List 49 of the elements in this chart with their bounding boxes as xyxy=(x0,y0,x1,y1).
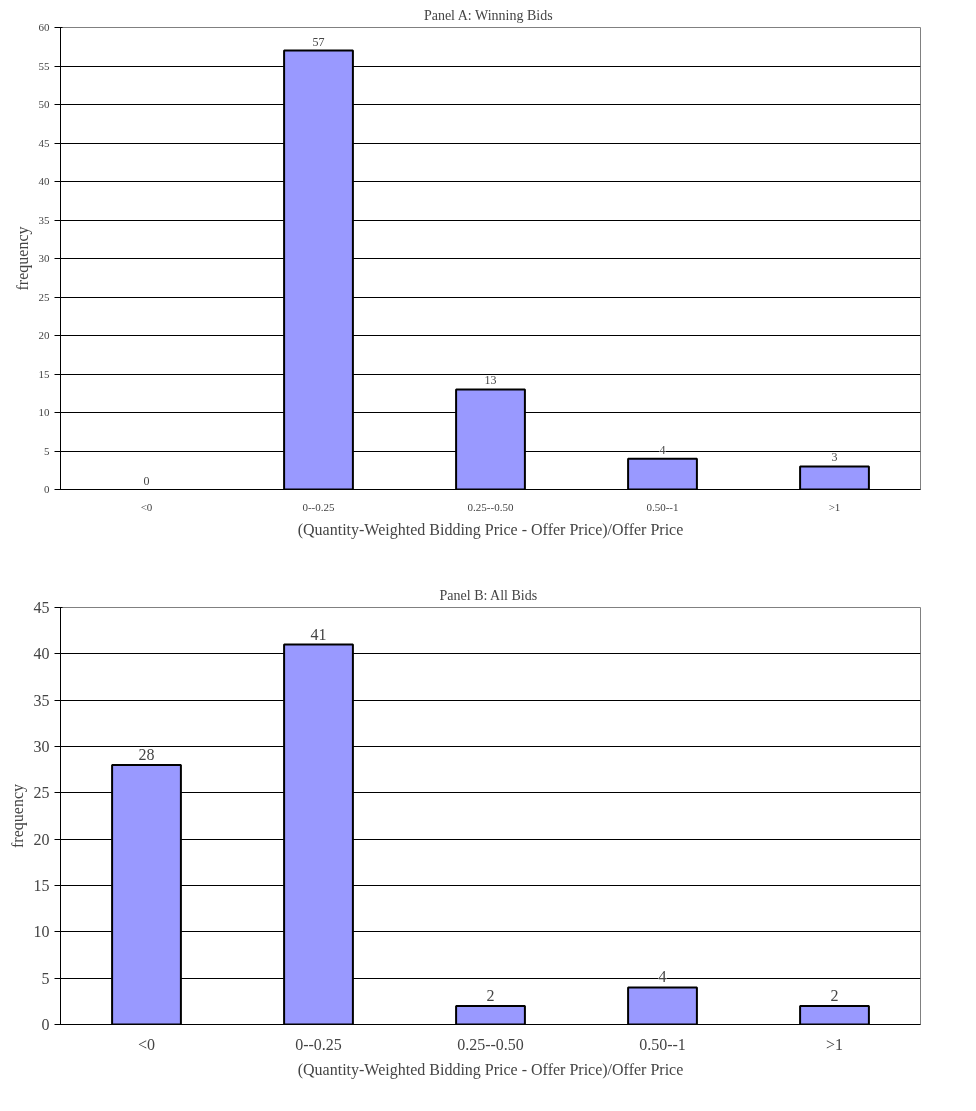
chart-title: Panel A: Winning Bids xyxy=(423,7,553,23)
data-label: 57 xyxy=(312,34,325,49)
data-label: 28 xyxy=(138,746,155,764)
data-label: 2 xyxy=(486,986,495,1004)
y-tick-label: 0 xyxy=(44,483,50,495)
y-tick-label: 10 xyxy=(33,923,50,941)
y-tick-label: 40 xyxy=(38,175,50,187)
x-tick-label: 0--0.25 xyxy=(302,500,336,513)
data-label: 3 xyxy=(831,450,838,465)
y-tick-label: 55 xyxy=(38,59,50,72)
x-axis-title: (Quantity-Weighted Bidding Price - Offer Price)/Offer Price xyxy=(297,1060,684,1079)
x-tick-label: <0 xyxy=(137,1035,156,1053)
x-axis-title: (Quantity-Weighted Bidding Price - Offer Price)/Offer Price xyxy=(297,520,684,539)
y-tick-label: 45 xyxy=(38,136,50,149)
y-tick-label: 20 xyxy=(38,329,50,341)
x-tick-label: >1 xyxy=(828,500,841,513)
y-tick-label: 60 xyxy=(38,21,50,33)
y-tick-label: 15 xyxy=(38,367,50,380)
y-axis-title: frequency xyxy=(8,784,27,848)
data-label: 4 xyxy=(659,442,666,457)
y-tick-label: 45 xyxy=(33,599,50,616)
y-tick-label: 5 xyxy=(41,969,50,987)
data-label: 0 xyxy=(143,473,150,488)
x-tick-label: >1 xyxy=(825,1035,844,1053)
y-tick-label: 5 xyxy=(44,444,50,457)
y-tick-label: 35 xyxy=(38,213,50,226)
data-label: 41 xyxy=(310,625,327,643)
y-tick-label: 25 xyxy=(38,290,50,303)
y-tick-label: 10 xyxy=(38,406,50,418)
y-tick-label: 0 xyxy=(41,1016,50,1033)
y-tick-label: 30 xyxy=(33,738,50,755)
y-tick-label: 15 xyxy=(33,877,50,894)
x-tick-label: 0--0.25 xyxy=(295,1035,342,1053)
data-label: 4 xyxy=(658,968,667,986)
y-tick-label: 35 xyxy=(33,691,50,709)
x-tick-label: 0.50--1 xyxy=(639,1035,686,1053)
y-tick-label: 30 xyxy=(38,252,50,264)
x-tick-label: 0.25--0.50 xyxy=(457,1035,524,1053)
y-tick-label: 25 xyxy=(33,784,50,802)
x-tick-label: 0.50--1 xyxy=(646,500,679,513)
y-tick-label: 40 xyxy=(33,645,50,663)
y-axis-title: frequency xyxy=(13,226,32,291)
x-tick-label: <0 xyxy=(140,500,153,513)
chart-title: Panel B: All Bids xyxy=(439,587,538,603)
data-label: 13 xyxy=(484,373,497,388)
y-tick-label: 20 xyxy=(33,830,50,848)
data-label: 2 xyxy=(830,986,839,1004)
x-tick-label: 0.25--0.50 xyxy=(467,500,514,513)
y-tick-label: 50 xyxy=(38,98,50,110)
